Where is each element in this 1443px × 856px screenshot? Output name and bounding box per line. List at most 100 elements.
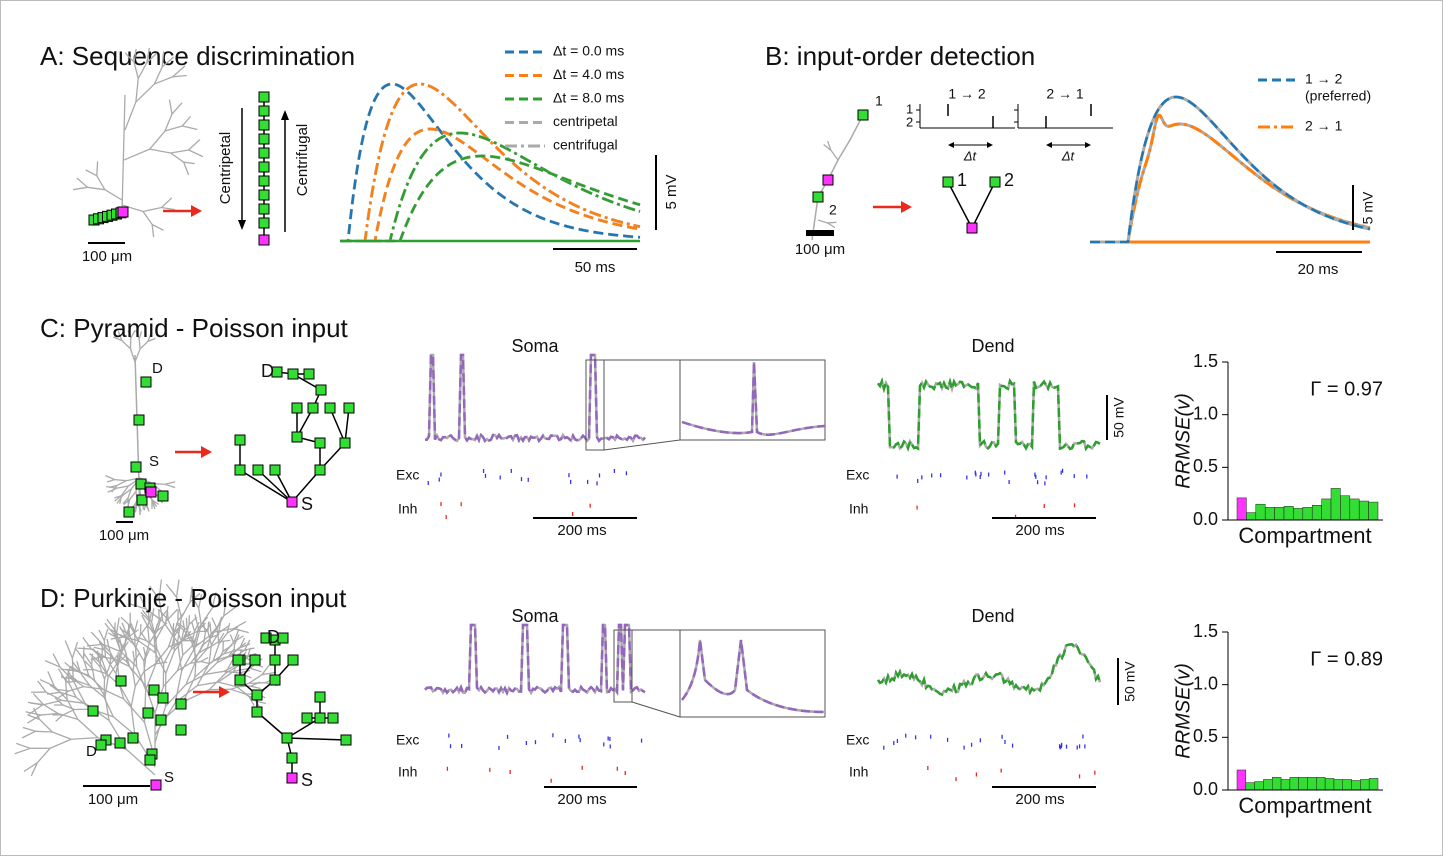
dendrite	[84, 660, 94, 671]
dendrite	[164, 483, 176, 489]
dendrite	[116, 637, 126, 650]
dendrite	[165, 606, 169, 622]
y-axis-label: RRMSE(v)	[1172, 663, 1194, 759]
compartment	[343, 402, 355, 414]
bar	[1307, 777, 1317, 791]
dendrite	[116, 485, 129, 489]
bar	[1302, 507, 1313, 521]
dendrite	[218, 632, 225, 643]
dendrite	[151, 223, 164, 231]
scale-label: 50 ms	[575, 259, 616, 276]
arrow-head	[901, 201, 912, 213]
dendrite	[104, 676, 109, 697]
compartment	[307, 402, 319, 414]
arrow-label: Centripetal	[217, 132, 234, 205]
site-label: S	[164, 769, 174, 786]
compartment	[339, 437, 351, 449]
dendrite	[211, 592, 217, 609]
trace	[340, 127, 641, 243]
dendrite	[108, 484, 118, 489]
trace	[1090, 113, 1371, 244]
dendrite	[129, 666, 146, 686]
compartment	[95, 739, 107, 751]
dendrite	[72, 680, 86, 704]
dendrite	[183, 161, 195, 165]
dendrite	[116, 480, 127, 486]
arrow-head	[238, 220, 246, 230]
dendrite	[173, 636, 186, 652]
dendrite	[216, 628, 220, 645]
order-label: 2 → 1	[1046, 86, 1084, 102]
order-label: 1 → 2	[948, 86, 986, 102]
dendrite	[200, 657, 209, 663]
dendrite	[114, 478, 127, 482]
dendrite	[126, 749, 156, 776]
dendrite	[176, 641, 183, 672]
dendrite	[180, 629, 185, 642]
dendrite	[106, 638, 111, 653]
dendrite	[91, 648, 106, 658]
dendrite	[130, 686, 136, 707]
scale-label: 100 μm	[88, 791, 138, 808]
dendrite	[121, 204, 144, 213]
dendrite	[104, 656, 117, 674]
dendrite	[204, 662, 218, 675]
y-tick-label: 1.0	[1193, 403, 1218, 423]
compartment	[123, 506, 135, 518]
dendrite	[61, 699, 86, 704]
dendrite	[190, 595, 200, 609]
dendrite	[193, 628, 199, 645]
compartment	[271, 366, 283, 378]
dendrite	[202, 632, 207, 645]
dendrite	[826, 140, 832, 151]
compartment	[87, 705, 99, 717]
compartment	[812, 191, 824, 203]
compartment	[269, 674, 281, 686]
dendrite	[134, 620, 139, 633]
dendrite	[194, 624, 202, 647]
dendrite	[229, 634, 236, 646]
scale-label: 50 mV	[1111, 397, 1127, 438]
dendrite	[96, 161, 99, 176]
compartment	[303, 368, 315, 380]
dendrite	[124, 52, 135, 63]
dendrite	[135, 330, 140, 340]
compartment	[286, 496, 298, 508]
bar	[1255, 503, 1266, 521]
x-axis-label: Compartment	[1238, 793, 1371, 818]
scale-label: 200 ms	[557, 791, 606, 808]
dendrite	[119, 685, 132, 707]
dendrite	[120, 651, 138, 668]
bar	[1236, 497, 1247, 521]
dendrite	[248, 682, 266, 685]
dendrite	[83, 685, 104, 690]
dendrite	[82, 636, 92, 650]
dendrite	[827, 221, 837, 224]
dendrite	[127, 330, 132, 339]
dendrite	[175, 579, 180, 598]
dendrite	[90, 631, 104, 645]
dendrite	[194, 657, 197, 678]
bar	[1351, 780, 1361, 791]
panel-title: B: input-order detection	[765, 41, 1035, 71]
site-label: D	[152, 360, 163, 377]
raster-label: Exc	[396, 732, 419, 748]
dendrite	[208, 644, 213, 665]
dendrite	[47, 691, 61, 695]
dendrite	[121, 340, 131, 350]
dendrite	[148, 620, 155, 635]
dendrite	[116, 617, 120, 633]
inset	[679, 359, 826, 441]
edge	[257, 469, 293, 503]
dendrite	[261, 664, 270, 676]
dendrite	[147, 613, 152, 627]
dendrite	[158, 579, 163, 600]
dendrite	[143, 661, 146, 686]
y-tick-label: 1.5	[1193, 621, 1218, 641]
dendrite	[200, 607, 213, 626]
compartment	[258, 203, 270, 215]
dendrite	[218, 632, 228, 645]
dendrite	[250, 685, 261, 690]
